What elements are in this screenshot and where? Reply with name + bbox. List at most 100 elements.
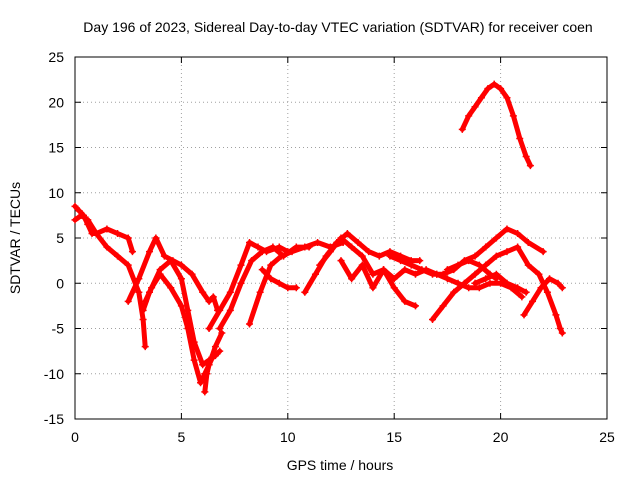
data-point [556, 325, 564, 332]
data-point [458, 125, 466, 133]
data-point [124, 297, 132, 305]
data-point [114, 252, 122, 260]
data-point [546, 275, 554, 283]
data-point [369, 284, 377, 292]
data-point [197, 379, 205, 387]
data-point [124, 261, 132, 269]
data-point [254, 243, 262, 251]
series-line [206, 240, 291, 331]
data-point [516, 134, 524, 142]
data-point [411, 270, 419, 278]
data-point [152, 234, 160, 242]
data-point [103, 225, 111, 233]
data-point [503, 225, 511, 233]
data-point [135, 275, 143, 283]
data-point [301, 243, 309, 251]
data-point [486, 279, 494, 287]
data-point [543, 288, 551, 296]
series-arc-20 [458, 80, 534, 170]
data-point [316, 261, 324, 269]
data-point [245, 320, 253, 328]
x-tick-label: 0 [71, 429, 79, 445]
data-point [209, 352, 217, 360]
data-point [209, 293, 217, 301]
data-point [237, 279, 245, 287]
data-point [343, 229, 351, 237]
data-point [205, 361, 213, 369]
data-point [471, 270, 479, 278]
series-line [202, 353, 216, 395]
data-point [354, 239, 362, 247]
data-point [141, 297, 149, 305]
data-point [490, 80, 498, 88]
data-point [514, 229, 522, 237]
data-point [390, 275, 398, 283]
data-point [277, 252, 285, 260]
series-line [459, 81, 533, 169]
data-point [184, 325, 192, 332]
y-axis-label: SDTVAR / TECUs [7, 182, 23, 294]
data-point [188, 270, 196, 278]
data-point [526, 162, 534, 170]
data-point [465, 112, 473, 120]
data-point [248, 257, 256, 265]
series-arc-15 [429, 243, 566, 337]
data-point [326, 248, 334, 256]
series-arc-10 [258, 266, 300, 292]
data-point [492, 234, 500, 242]
data-point [348, 243, 356, 251]
data-point [492, 270, 500, 278]
chart-title: Day 196 of 2023, Sidereal Day-to-day VTE… [83, 19, 592, 35]
data-point [135, 288, 143, 296]
series-arc-18 [471, 270, 530, 296]
axis-ticks: 0 5 10 15 20 25 -15 -10 -5 0 5 10 15 20 25 [44, 49, 615, 445]
data-point [475, 261, 483, 269]
data-point [558, 284, 566, 292]
data-point [529, 297, 537, 305]
data-point [141, 343, 149, 351]
data-point [443, 275, 451, 283]
y-tick-label: -5 [52, 321, 65, 337]
data-point [199, 288, 207, 296]
data-point [454, 261, 462, 269]
data-point [522, 153, 530, 161]
data-point [226, 306, 234, 314]
data-point [167, 257, 175, 265]
data-point [258, 248, 266, 256]
x-tick-label: 20 [493, 429, 509, 445]
data-point [465, 284, 473, 292]
x-tick-label: 15 [386, 429, 402, 445]
series-arc-6 [201, 352, 217, 396]
x-tick-label: 25 [599, 429, 615, 445]
series-line [521, 276, 565, 318]
data-point [267, 261, 275, 269]
data-point [358, 252, 366, 260]
data-point [492, 252, 500, 260]
data-point [522, 288, 530, 296]
data-point [139, 315, 147, 323]
data-point [482, 243, 490, 251]
data-point [475, 284, 483, 292]
data-point [190, 356, 198, 364]
data-point [539, 248, 547, 256]
data-point [520, 311, 528, 319]
y-tick-label: 20 [48, 94, 64, 110]
data-point [256, 288, 264, 296]
data-point [237, 261, 245, 269]
data-point [471, 252, 479, 260]
data-point [443, 266, 451, 274]
data-point [429, 315, 437, 323]
data-point [124, 234, 132, 242]
data-point [114, 229, 122, 237]
data-series [71, 80, 566, 396]
data-point [503, 94, 511, 102]
data-point [558, 329, 566, 337]
data-point [128, 248, 136, 256]
data-point [205, 325, 213, 332]
data-point [145, 248, 153, 256]
y-tick-label: 15 [48, 140, 64, 156]
data-point [471, 279, 479, 287]
data-point [401, 297, 409, 305]
data-point [267, 275, 275, 283]
data-point [269, 243, 277, 251]
